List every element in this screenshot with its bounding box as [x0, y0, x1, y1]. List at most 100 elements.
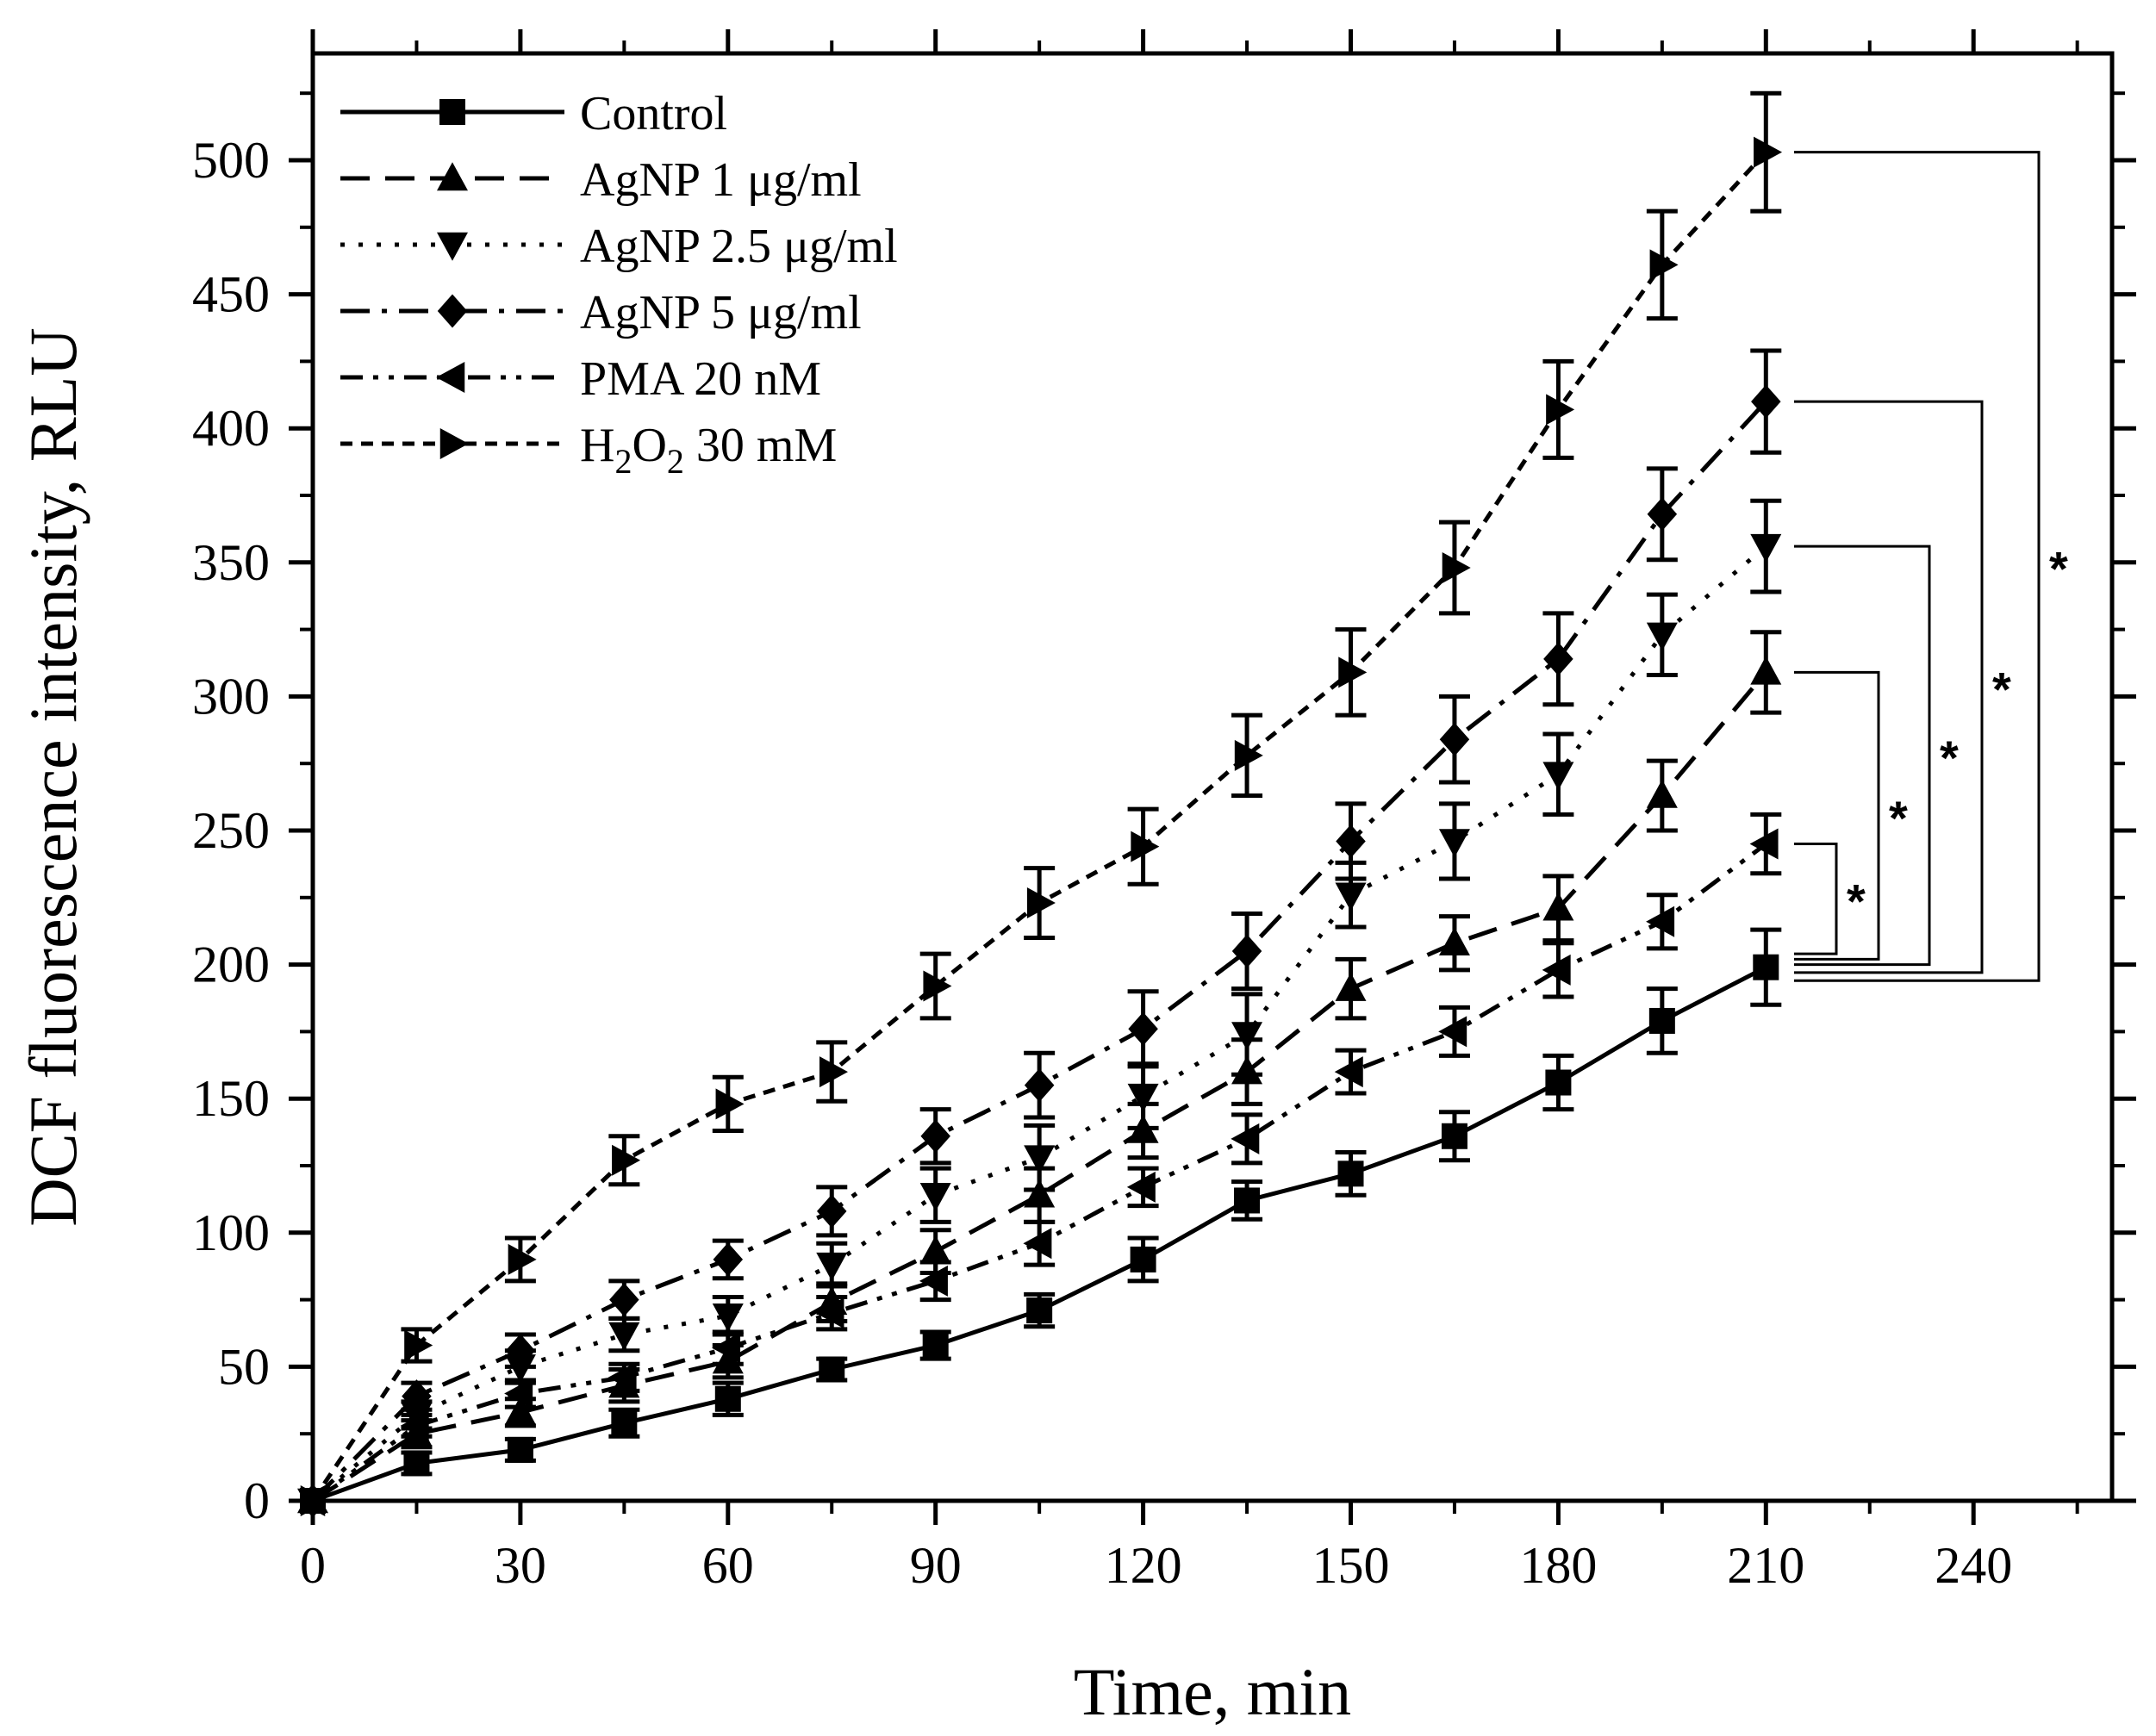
data-point — [507, 1436, 533, 1463]
data-point — [1646, 779, 1678, 808]
data-point — [1646, 622, 1678, 651]
data-point — [1234, 739, 1263, 771]
legend-marker-agnp-5 — [437, 294, 468, 328]
data-point — [1126, 1171, 1156, 1203]
y-tick-label: 400 — [192, 400, 270, 457]
data-point — [611, 1409, 638, 1436]
significance-bracket — [1794, 843, 1838, 955]
data-point — [712, 1332, 741, 1364]
y-tick-label: 50 — [218, 1338, 270, 1395]
x-tick-label: 180 — [1519, 1537, 1597, 1594]
series-h2o2 — [300, 90, 1783, 1516]
legend-label-agnp-5: AgNP 5 μg/ml — [580, 286, 862, 339]
data-point — [1130, 1246, 1156, 1272]
data-point — [1026, 1297, 1053, 1324]
x-tick-label: 120 — [1105, 1537, 1182, 1594]
data-point — [1438, 1016, 1467, 1048]
data-point — [1542, 954, 1571, 986]
data-point — [1646, 905, 1675, 937]
data-point — [1753, 954, 1779, 980]
data-point — [713, 1242, 744, 1277]
significance-star: * — [1992, 663, 2011, 717]
data-point — [504, 1396, 536, 1425]
data-point — [300, 1485, 329, 1516]
significance-bracket — [1794, 670, 1880, 961]
data-point — [1231, 934, 1262, 968]
data-point — [1439, 722, 1470, 756]
data-point — [508, 1243, 537, 1275]
data-point — [1336, 824, 1366, 858]
data-point — [712, 1304, 744, 1333]
x-tick-label: 150 — [1312, 1537, 1390, 1594]
data-point — [714, 1385, 741, 1412]
y-tick-label: 300 — [192, 668, 270, 725]
data-point — [1542, 762, 1574, 791]
data-point — [608, 1322, 640, 1351]
data-point — [923, 970, 952, 1002]
significance-star: * — [1889, 791, 1908, 845]
data-point — [1438, 926, 1470, 955]
y-axis-title: DCF fluorescence intensity, RLU — [16, 327, 90, 1226]
legend-marker-agnp-1 — [437, 162, 468, 191]
x-tick-label: 30 — [495, 1537, 546, 1594]
data-point — [1749, 828, 1779, 860]
data-point — [1750, 656, 1782, 685]
x-tick-label: 210 — [1727, 1537, 1804, 1594]
data-point — [922, 1332, 949, 1359]
y-tick-label: 0 — [244, 1472, 270, 1529]
legend-marker-pma — [436, 362, 465, 393]
x-tick-label: 60 — [702, 1537, 754, 1594]
y-tick-label: 150 — [192, 1070, 270, 1127]
y-tick-label: 200 — [192, 936, 270, 993]
legend-marker-h2o2 — [439, 428, 469, 459]
data-point — [1750, 533, 1782, 563]
axis-ticks — [289, 29, 2136, 1525]
data-point — [1234, 1187, 1261, 1214]
data-point — [612, 1144, 641, 1176]
legend-label-h2o2: H2O2 30 mM — [580, 419, 837, 481]
significance-bracket — [1794, 151, 2041, 982]
data-point — [1647, 497, 1678, 532]
data-point — [1542, 892, 1574, 921]
data-point — [1231, 1123, 1260, 1154]
legend-marker-control — [439, 99, 465, 125]
data-point — [815, 1297, 844, 1329]
x-tick-label: 90 — [910, 1537, 962, 1594]
data-point — [816, 1252, 848, 1281]
series-pma — [296, 812, 1782, 1516]
y-tick-label: 350 — [192, 534, 270, 591]
data-point — [1438, 829, 1470, 858]
data-point — [609, 1283, 639, 1317]
data-point — [819, 1356, 845, 1383]
data-point — [403, 1450, 430, 1477]
data-point — [1338, 656, 1368, 688]
data-point — [919, 1235, 951, 1264]
data-point — [919, 1265, 948, 1297]
data-point — [400, 1409, 429, 1441]
data-point — [1026, 887, 1056, 919]
data-point — [1334, 1056, 1363, 1088]
data-point — [402, 1379, 432, 1414]
data-point — [817, 1194, 847, 1229]
data-point — [504, 1378, 533, 1409]
y-tick-label: 500 — [192, 132, 270, 189]
data-point — [1648, 1007, 1675, 1034]
data-point — [505, 1334, 536, 1368]
data-point — [1543, 642, 1573, 676]
legend-label-agnp-2-5: AgNP 2.5 μg/ml — [580, 220, 898, 273]
x-axis-title: Time, min — [1074, 1654, 1351, 1729]
data-point — [1024, 1145, 1056, 1174]
data-point — [715, 1088, 745, 1120]
data-point — [920, 1119, 950, 1154]
data-point — [1442, 552, 1471, 584]
data-point — [1231, 1022, 1263, 1051]
data-point — [1335, 882, 1367, 912]
data-point — [1023, 1228, 1052, 1260]
data-point — [919, 1182, 951, 1211]
tick-labels: 0 30 60 90 120 150 180 210 240 0 50 100 150 200 250 300… — [192, 132, 2012, 1594]
data-point — [1127, 1083, 1159, 1112]
data-point — [608, 1361, 637, 1393]
legend-label-control: Control — [580, 87, 727, 140]
data-point — [1649, 249, 1679, 281]
